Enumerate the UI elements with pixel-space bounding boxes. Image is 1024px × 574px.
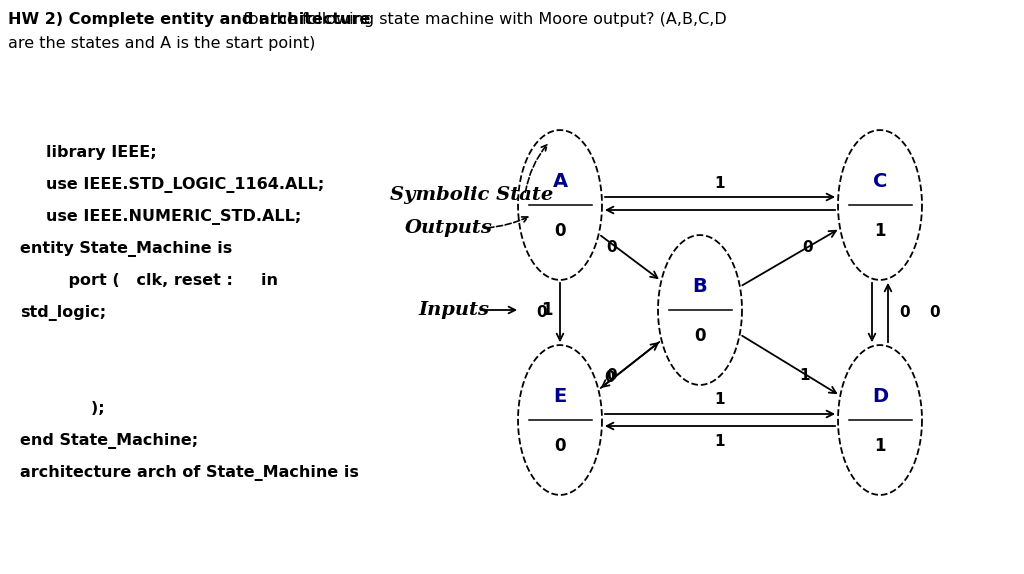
Text: D: D bbox=[872, 386, 888, 405]
Text: HW 2) Complete entity and architecture: HW 2) Complete entity and architecture bbox=[8, 12, 371, 27]
Text: 1: 1 bbox=[874, 437, 886, 455]
Text: 1: 1 bbox=[800, 367, 810, 382]
Text: 0: 0 bbox=[606, 367, 617, 382]
Text: 1: 1 bbox=[542, 301, 553, 319]
Text: 0: 0 bbox=[605, 370, 615, 385]
Text: 1: 1 bbox=[715, 435, 725, 449]
Text: use IEEE.STD_LOGIC_1164.ALL;: use IEEE.STD_LOGIC_1164.ALL; bbox=[46, 177, 325, 193]
Text: 0: 0 bbox=[537, 305, 547, 320]
Text: B: B bbox=[692, 277, 708, 296]
Text: 0: 0 bbox=[930, 305, 940, 320]
Text: 0: 0 bbox=[803, 240, 813, 255]
Text: C: C bbox=[872, 172, 887, 191]
Text: port (   clk, reset :     in: port ( clk, reset : in bbox=[46, 273, 279, 288]
Text: entity State_Machine is: entity State_Machine is bbox=[20, 241, 232, 257]
Text: 0: 0 bbox=[554, 437, 565, 455]
Text: 0: 0 bbox=[554, 222, 565, 241]
Text: are the states and A is the start point): are the states and A is the start point) bbox=[8, 36, 315, 51]
Text: 1: 1 bbox=[715, 393, 725, 408]
Text: Inputs: Inputs bbox=[418, 301, 489, 319]
Text: architecture arch of State_Machine is: architecture arch of State_Machine is bbox=[20, 465, 359, 481]
Text: 1: 1 bbox=[874, 222, 886, 241]
Text: use IEEE.NUMERIC_STD.ALL;: use IEEE.NUMERIC_STD.ALL; bbox=[46, 209, 301, 225]
Text: 1: 1 bbox=[715, 176, 725, 191]
Text: end State_Machine;: end State_Machine; bbox=[20, 433, 199, 449]
Text: 0: 0 bbox=[694, 327, 706, 345]
Text: library IEEE;: library IEEE; bbox=[46, 145, 157, 160]
Text: 0: 0 bbox=[900, 305, 910, 320]
Text: A: A bbox=[552, 172, 567, 191]
Text: );: ); bbox=[46, 401, 104, 416]
Text: E: E bbox=[553, 386, 566, 405]
Text: Symbolic State: Symbolic State bbox=[390, 186, 553, 204]
Text: 0: 0 bbox=[606, 240, 617, 255]
Text: for the following state machine with Moore output? (A,B,C,D: for the following state machine with Moo… bbox=[238, 12, 727, 27]
Text: std_logic;: std_logic; bbox=[20, 305, 106, 321]
Text: Outputs: Outputs bbox=[406, 219, 493, 237]
